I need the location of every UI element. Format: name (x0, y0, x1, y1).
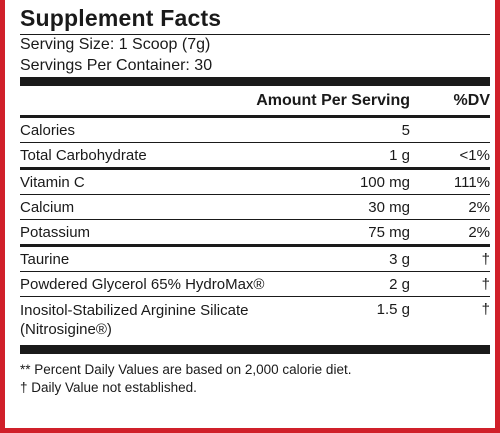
column-header-row: Amount Per Serving %DV (20, 86, 490, 115)
divider-thin (20, 296, 490, 297)
nutrient-amount: 5 (401, 121, 410, 139)
nutrient-dv: † (481, 250, 490, 268)
divider-medium (20, 167, 490, 170)
nutrient-name: Powdered Glycerol 65% HydroMax® (20, 275, 265, 293)
divider-thin (20, 142, 490, 143)
nutrient-name: Calories (20, 121, 76, 139)
divider-thick (20, 345, 490, 354)
footnote-dv-basis: ** Percent Daily Values are based on 2,0… (20, 362, 352, 377)
divider-medium (20, 115, 490, 118)
nutrient-name: Potassium (20, 223, 91, 241)
nutrient-row: Total Carbohydrate 1 g <1% (20, 143, 490, 167)
nutrient-row: Calcium 30 mg 2% (20, 195, 490, 219)
nutrient-table: Calories 5 Total Carbohydrate 1 g <1% Vitamin… (20, 118, 490, 345)
nutrient-dv: † (481, 275, 490, 293)
nutrient-row: Calories 5 (20, 118, 490, 142)
nutrient-amount: 1.5 g (376, 301, 410, 318)
nutrient-dv: 111% (453, 173, 490, 191)
nutrient-amount: 1 g (389, 146, 410, 164)
divider-medium (20, 244, 490, 247)
servings-per-container: Servings Per Container: 30 (20, 57, 213, 74)
footnotes: ** Percent Daily Values are based on 2,0… (20, 354, 490, 397)
nutrient-dv: 2% (468, 223, 490, 241)
nutrient-name: Taurine (20, 250, 70, 268)
nutrient-dv: 2% (468, 198, 490, 216)
footnote-dv-not-established: † Daily Value not established. (20, 380, 197, 395)
divider-thick (20, 77, 490, 86)
nutrient-amount: 2 g (389, 275, 410, 293)
nutrient-dv: † (481, 301, 490, 318)
serving-size: Serving Size: 1 Scoop (7g) (20, 36, 211, 53)
nutrient-row: Taurine 3 g † (20, 247, 490, 271)
dv-header: %DV (453, 91, 490, 109)
supplement-facts-panel: Supplement Facts Serving Size: 1 Scoop (… (20, 4, 490, 397)
panel-title: Supplement Facts (20, 5, 222, 31)
nutrient-amount: 30 mg (368, 198, 410, 216)
nutrient-name: Total Carbohydrate (20, 146, 147, 164)
nutrient-amount: 100 mg (359, 173, 410, 191)
amount-header: Amount Per Serving (256, 91, 410, 109)
nutrient-name: Vitamin C (20, 173, 85, 191)
nutrient-row: Inositol-Stabilized Arginine Silicate (Ni… (20, 297, 490, 345)
nutrient-dv: <1% (459, 146, 490, 164)
divider-thin (20, 219, 490, 220)
divider-thin (20, 271, 490, 272)
divider-thin (20, 194, 490, 195)
nutrient-row: Vitamin C 100 mg 111% (20, 170, 490, 194)
nutrient-row: Powdered Glycerol 65% HydroMax® 2 g † (20, 272, 490, 296)
nutrient-amount: 75 mg (368, 223, 410, 241)
nutrient-amount: 3 g (389, 250, 410, 268)
nutrient-row: Potassium 75 mg 2% (20, 220, 490, 244)
nutrient-name: Calcium (20, 198, 75, 216)
nutrient-name: Inositol-Stabilized Arginine Silicate (Ni… (20, 302, 249, 338)
